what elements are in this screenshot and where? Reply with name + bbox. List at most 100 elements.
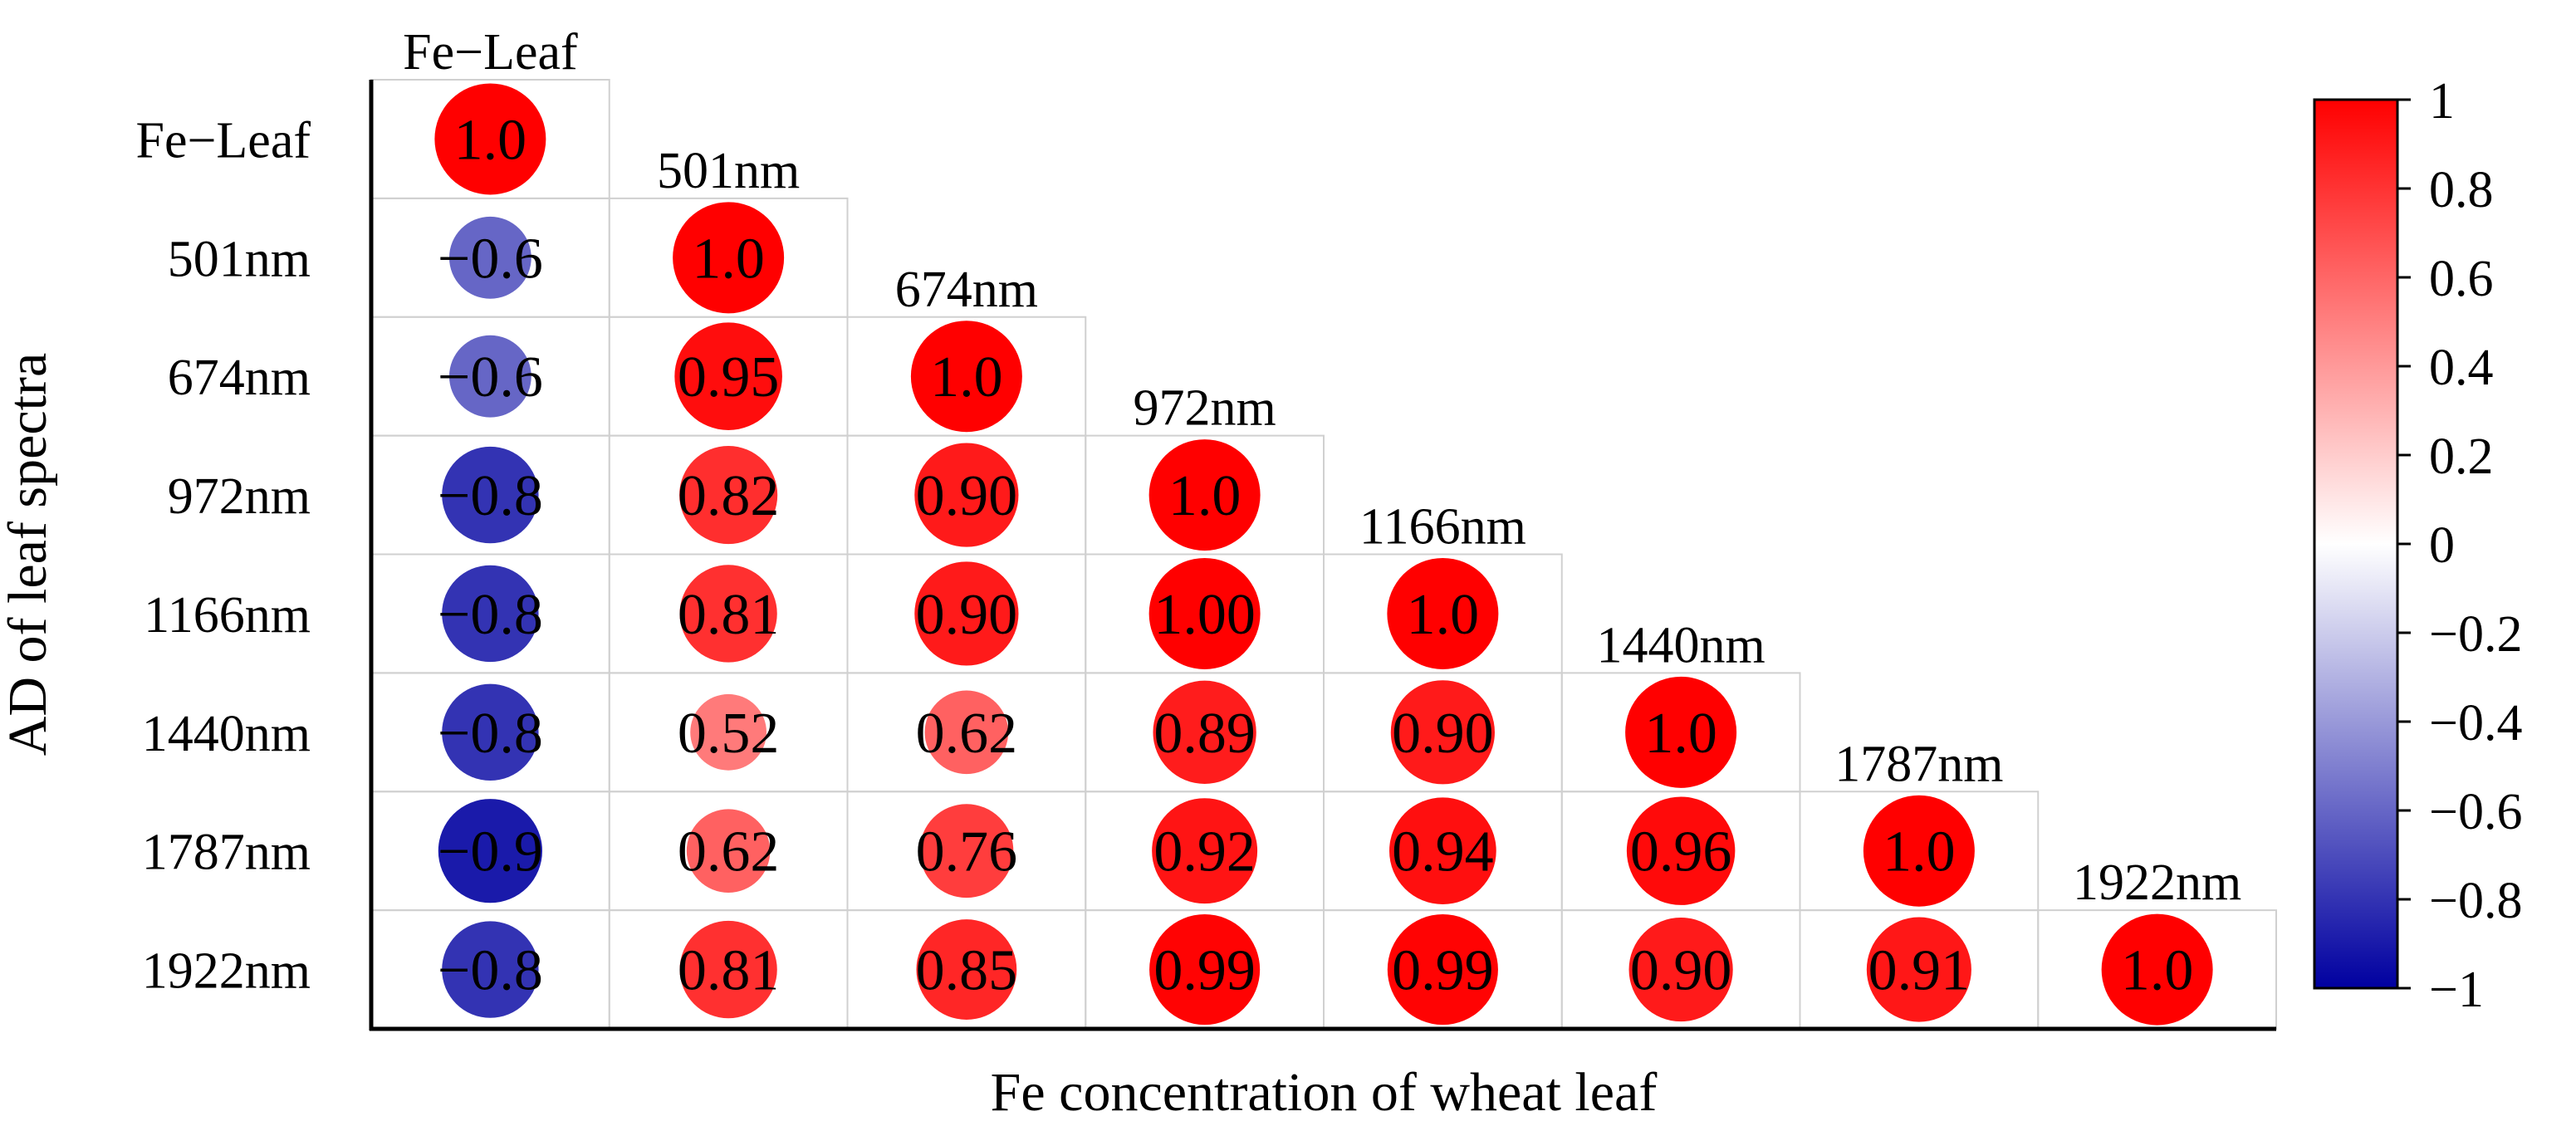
correlation-circle [679,920,777,1019]
correlation-circle [448,216,531,299]
colorbar-layer: 1 0.8 0.6 0.4 0.2 0 −0.2 −0.4 −0.6 −0.8 −1 [2313,73,2522,1018]
correlation-circle [914,443,1019,547]
correlation-circle [1866,917,1971,1022]
correlation-circle [434,83,546,195]
value-label: 0.89 [1153,702,1256,766]
value-label: −0.6 [438,227,543,291]
correlation-circle [914,561,1019,666]
value-label: −0.8 [438,464,543,528]
column-header-label: 501nm [657,143,800,199]
correlation-circle [690,693,767,771]
value-label: 0.85 [916,939,1018,1003]
correlation-circle [442,565,539,663]
row-label: Fe−Leaf [135,112,311,169]
value-label: 0.95 [678,345,780,409]
value-label: 0.76 [916,820,1018,884]
value-label: 0.94 [1392,820,1494,884]
colorbar-tick-label: 1 [2429,73,2455,130]
colorbar-tick-label: 0 [2429,517,2455,574]
value-label: −0.9 [438,820,543,884]
column-header-label: 1787nm [1834,736,2003,792]
value-label: 0.62 [916,702,1018,766]
correlation-circle [919,804,1014,898]
correlation-circle [910,321,1022,433]
label-layer: 1.0 −0.6 1.0 −0.6 0.95 1.0 −0.8 0.82 0.90 1.0 −0.8… [438,108,2193,1002]
value-label: 0.90 [1392,702,1494,766]
colorbar-gradient [2313,98,2399,990]
value-label: 0.81 [678,583,780,647]
column-header-label: Fe−Leaf [403,24,578,81]
colorbar-tick-label: −0.4 [2429,695,2522,752]
value-label: −0.8 [438,702,543,766]
colorbar-tick-label: −0.6 [2429,784,2522,840]
correlation-circle [442,446,539,544]
correlation-circle [686,809,771,893]
value-label: −0.8 [438,939,543,1003]
y-axis-title: AD of leaf spectra [0,353,58,756]
correlation-circle [442,921,539,1018]
row-label: 1440nm [142,706,311,762]
column-header-label: 1922nm [2073,854,2241,911]
correlation-circle [1387,914,1498,1026]
column-header-label: 1166nm [1359,499,1526,556]
value-label: 0.99 [1392,939,1494,1003]
colorbar-tick-label: 0.4 [2429,340,2494,396]
value-label: 0.90 [916,583,1018,647]
correlation-circle [1387,557,1499,669]
correlation-circle [1149,914,1261,1026]
value-label: 1.0 [1168,464,1241,528]
correlation-circle [673,202,785,314]
correlation-circle [924,690,1009,775]
column-header-label: 674nm [895,262,1038,318]
correlation-circle [916,919,1017,1020]
correlation-circle [1153,680,1256,784]
value-label: 1.0 [692,227,765,291]
value-label: 1.0 [454,108,527,172]
value-label: 0.81 [678,939,780,1003]
row-label: 1922nm [142,943,311,1000]
correlation-circle [2101,913,2213,1026]
correlation-circle [679,565,777,663]
correlation-circle [448,335,531,418]
value-label: −0.6 [438,345,543,409]
correlation-circle [1148,557,1261,669]
correlation-circle [442,683,539,781]
value-label: 0.99 [1153,939,1256,1003]
colorbar-tick-label: 0.6 [2429,251,2494,307]
value-label: 0.90 [916,464,1018,528]
x-axis-title: Fe concentration of wheat leaf [991,1062,1658,1123]
value-label: 1.00 [1153,583,1256,647]
value-label: 1.0 [2121,939,2194,1003]
colorbar-tick-label: 0.2 [2429,428,2494,485]
correlation-circle [438,799,542,903]
value-label: 1.0 [1883,820,1956,884]
value-label: −0.8 [438,583,543,647]
value-label: 0.90 [1630,939,1732,1003]
column-header-label: 1440nm [1597,617,1765,673]
value-label: 0.92 [1153,820,1256,884]
column-header-label: 972nm [1134,380,1276,437]
value-label: 0.91 [1868,939,1971,1003]
correlation-circle [679,445,778,545]
row-label: 1166nm [144,587,311,644]
axis-layer: Fe−Leaf 501nm 674nm 972nm 1166nm 1440nm 1787nm… [0,24,2276,1123]
correlation-circle [1626,796,1736,905]
colorbar-tick-label: −1 [2429,962,2484,1018]
row-label: 972nm [168,468,311,525]
correlation-circle [1390,680,1495,785]
colorbar-tick-label: 0.8 [2429,162,2494,218]
value-label: 0.82 [678,464,780,528]
grid-layer [370,79,2277,1030]
correlation-circle [1148,439,1261,551]
correlation-circle [1389,797,1496,905]
correlation-circle [1152,798,1258,904]
value-label: 1.0 [1644,702,1717,766]
row-label: 1787nm [142,825,311,881]
value-label: 1.0 [1407,583,1480,647]
colorbar-tick-label: −0.8 [2429,873,2522,929]
row-label: 674nm [168,350,311,406]
value-label: 0.52 [678,702,780,766]
colorbar-tick-label: −0.2 [2429,606,2522,663]
